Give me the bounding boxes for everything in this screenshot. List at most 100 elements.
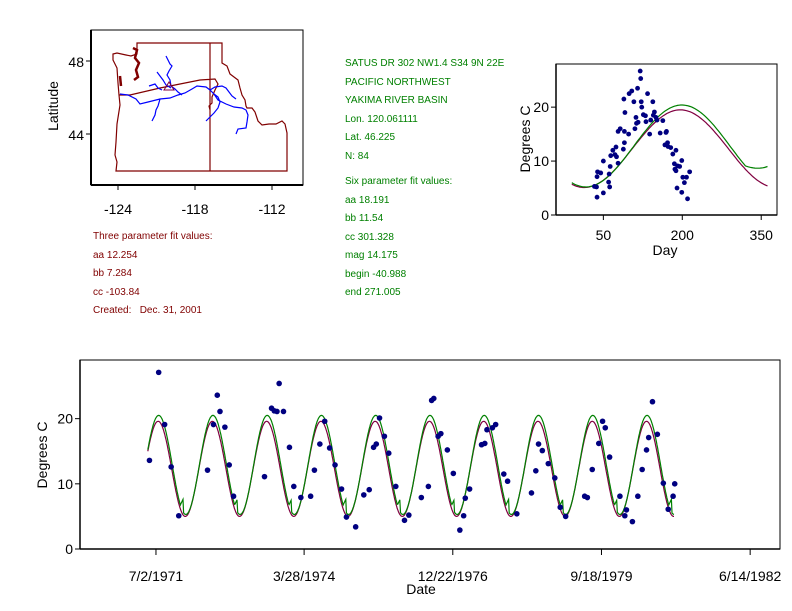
timeseries-x-tick-label: 12/22/1976 [418, 568, 488, 584]
timeseries-data-point [460, 512, 467, 519]
timeseries-data-point [425, 483, 432, 490]
timeseries-data-point [562, 513, 569, 520]
seasonal-data-point [673, 168, 679, 174]
timeseries-data-point [466, 486, 473, 492]
seasonal-y-tick-label: 0 [541, 207, 549, 223]
timeseries-y-axis-label: Degrees C [34, 422, 50, 489]
six-param-bb: bb 11.54 [345, 213, 384, 224]
seasonal-data-point [632, 126, 638, 132]
map-x-tick-label: -112 [259, 201, 286, 217]
timeseries-data-point [484, 426, 490, 433]
timeseries-data-point [217, 408, 223, 415]
timeseries-data-point [500, 471, 507, 477]
seasonal-data-point [638, 99, 644, 105]
six-param-fit-values: Six parameter fit values: aa 18.191 bb 1… [345, 173, 452, 303]
timeseries-data-point [622, 512, 628, 519]
timeseries-data-point [280, 408, 287, 415]
seasonal-y-tick-label: 10 [533, 153, 549, 169]
seasonal-data-point [621, 96, 627, 102]
three-param-title: Three parameter fit values: [93, 231, 213, 242]
longitude: Lon. 120.061111 [345, 113, 418, 125]
seasonal-chart: 50 200 350 0 10 20 Degrees C Day [517, 63, 778, 258]
timeseries-data-point [210, 421, 217, 428]
timeseries-data-point [230, 493, 237, 500]
created-date: Created: Dec. 31, 2001 [93, 305, 202, 316]
sample-count: N: 84 [345, 150, 369, 162]
seasonal-data-point [681, 180, 687, 186]
timeseries-data-point [670, 493, 676, 500]
seasonal-data-point [679, 189, 685, 195]
seasonal-data-point [674, 185, 680, 191]
timeseries-data-point [606, 454, 613, 460]
map-x-tick-label: -118 [182, 201, 209, 217]
timeseries-data-point [226, 462, 233, 468]
seasonal-data-point [635, 85, 640, 91]
timeseries-data-point [639, 466, 645, 473]
timeseries-data-point [557, 504, 564, 511]
six-param-aa: aa 18.191 [345, 194, 390, 206]
six-param-begin: begin -40.988 [345, 268, 407, 280]
station-name: SATUS DR 302 NW1.4 S34 9N 22E [345, 58, 505, 69]
timeseries-data-point [317, 441, 323, 447]
seasonal-data-point [638, 76, 644, 81]
timeseries-data-point [492, 421, 499, 428]
timeseries-data-point [482, 440, 488, 447]
timeseries-y-tick-label: 0 [65, 541, 73, 557]
timeseries-data-point [360, 492, 367, 498]
seasonal-data-point [673, 147, 679, 153]
timeseries-data-point [617, 493, 623, 500]
seasonal-y-axis-label: Degrees C [517, 106, 533, 173]
six-param-fit-line [147, 414, 675, 516]
timeseries-data-point [381, 433, 388, 440]
seasonal-data-point [648, 117, 654, 123]
timeseries-data-point [584, 494, 591, 501]
seasonal-data-point [665, 140, 670, 146]
seasonal-data-point [622, 140, 627, 146]
timeseries-data-point [332, 462, 338, 468]
timeseries-data-point [654, 431, 661, 438]
basin: YAKIMA RIVER BASIN [345, 95, 448, 106]
six-param-title: Six parameter fit values: [345, 176, 453, 187]
map-y-ticks [86, 60, 91, 135]
timeseries-data-point [274, 408, 280, 415]
timeseries-x-axis-label: Date [406, 581, 436, 597]
timeseries-data-point [660, 480, 667, 486]
timeseries-data-point [393, 483, 399, 490]
three-param-cc: cc -103.84 [93, 286, 140, 298]
seasonal-data-point [643, 119, 649, 125]
timeseries-data-point [671, 481, 678, 487]
seasonal-data-point [664, 129, 669, 134]
seasonal-data-point [594, 194, 600, 200]
timeseries-data-point [552, 475, 558, 481]
seasonal-data-point [637, 68, 643, 74]
timeseries-data-point [539, 447, 546, 454]
timeseries-data-point [649, 398, 656, 405]
timeseries-data-point [366, 486, 373, 493]
six-param-fit-curve [571, 104, 768, 188]
timeseries-data-point [418, 494, 425, 501]
timeseries-data-point [643, 447, 650, 453]
timeseries-data-point [307, 493, 314, 500]
seasonal-data-point [660, 118, 666, 124]
seasonal-data-point [615, 160, 621, 166]
map-y-tick-label: 48 [68, 54, 84, 70]
timeseries-data-point [155, 369, 162, 376]
timeseries-y-tick-label: 20 [57, 411, 73, 427]
three-param-fit-values: Three parameter fit values: aa 12.254 bb… [93, 228, 213, 321]
seasonal-data-point [610, 147, 616, 153]
timeseries-data-point [338, 486, 345, 492]
seasonal-data-point [614, 154, 619, 160]
timeseries-data-point [311, 467, 318, 473]
timeseries-x-tick-label: 9/18/1979 [570, 568, 632, 584]
seasonal-data-point [685, 196, 690, 202]
seasonal-data-point [622, 110, 628, 115]
seasonal-data-point [622, 129, 627, 134]
timeseries-data-point [645, 434, 652, 441]
seasonal-data-point [600, 190, 606, 196]
timeseries-data-point [352, 524, 359, 530]
timeseries-data-point [599, 418, 606, 425]
timeseries-data-point [286, 444, 293, 451]
seasonal-data-point [677, 164, 683, 169]
timeseries-data-point [168, 464, 174, 470]
timeseries-data-point [385, 450, 392, 456]
